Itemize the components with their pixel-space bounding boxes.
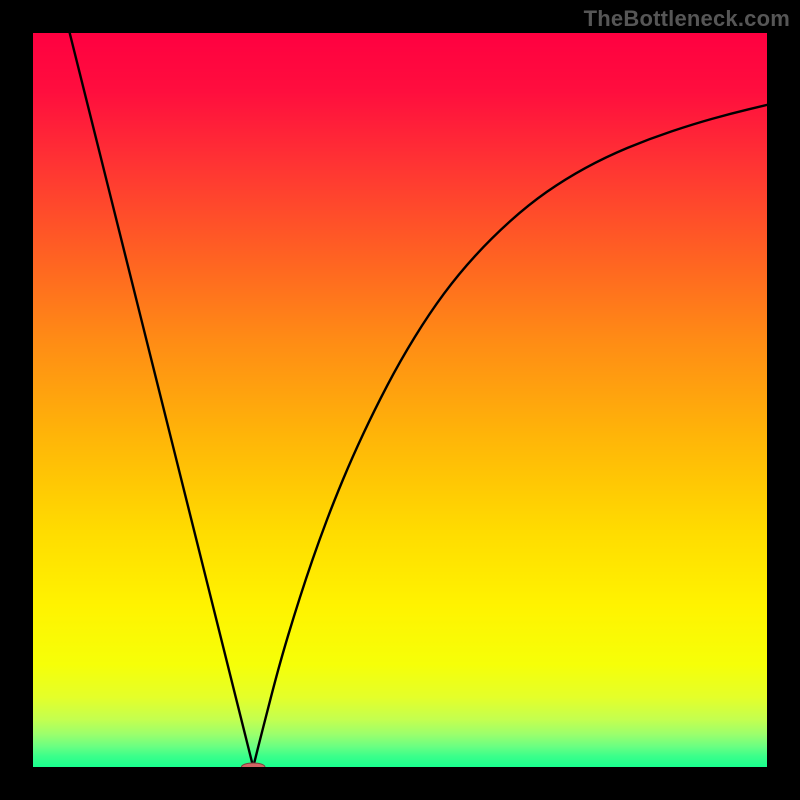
chart-canvas [33,33,767,767]
chart-frame: TheBottleneck.com [0,0,800,800]
plot-area [33,33,767,767]
watermark-text: TheBottleneck.com [584,6,790,32]
